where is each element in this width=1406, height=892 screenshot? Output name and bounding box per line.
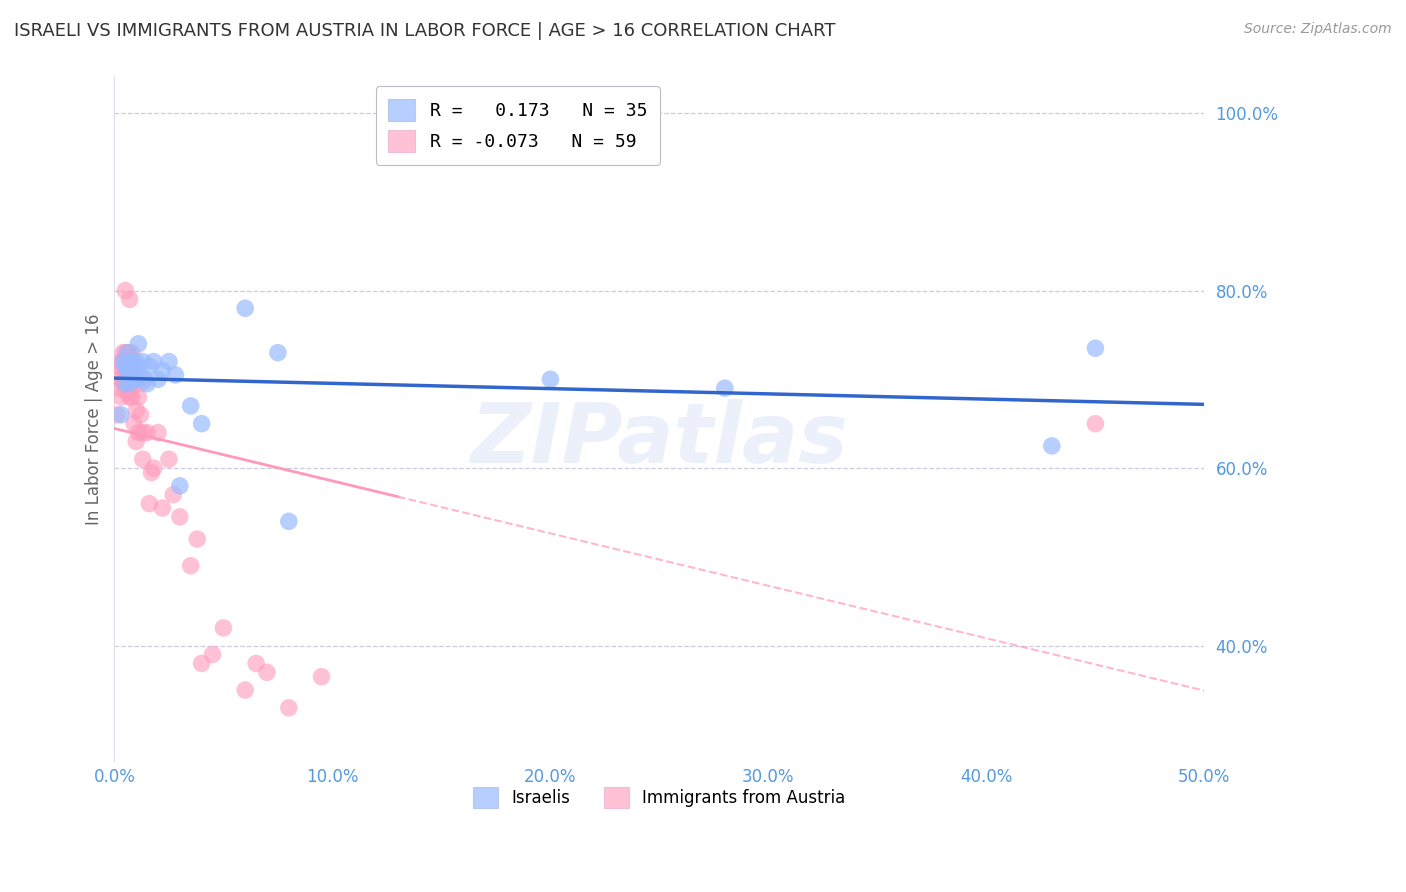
Point <box>132 425 155 440</box>
Point <box>157 452 180 467</box>
Point <box>141 466 163 480</box>
Point <box>134 372 156 386</box>
Text: ISRAELI VS IMMIGRANTS FROM AUSTRIA IN LABOR FORCE | AGE > 16 CORRELATION CHART: ISRAELI VS IMMIGRANTS FROM AUSTRIA IN LA… <box>14 22 835 40</box>
Point <box>277 514 299 528</box>
Point <box>121 390 143 404</box>
Point <box>118 376 141 391</box>
Point <box>117 345 139 359</box>
Point <box>162 488 184 502</box>
Point <box>122 417 145 431</box>
Point <box>117 345 139 359</box>
Point <box>233 683 256 698</box>
Point <box>538 372 561 386</box>
Point <box>142 354 165 368</box>
Point <box>127 336 149 351</box>
Point <box>125 434 148 449</box>
Point <box>112 376 135 391</box>
Y-axis label: In Labor Force | Age > 16: In Labor Force | Age > 16 <box>86 313 103 525</box>
Point <box>1084 417 1107 431</box>
Point <box>121 345 143 359</box>
Point <box>245 657 267 671</box>
Point <box>180 558 202 573</box>
Point <box>121 359 143 373</box>
Point <box>1084 341 1107 355</box>
Point <box>136 376 159 391</box>
Point <box>107 381 129 395</box>
Point <box>125 403 148 417</box>
Point <box>129 376 152 391</box>
Point <box>118 293 141 307</box>
Point <box>118 363 141 377</box>
Point <box>138 359 160 373</box>
Point <box>125 354 148 368</box>
Point <box>150 363 173 377</box>
Point <box>114 345 136 359</box>
Point <box>127 390 149 404</box>
Point <box>122 359 145 373</box>
Point <box>110 372 132 386</box>
Point <box>121 354 143 368</box>
Point <box>117 372 139 386</box>
Point <box>129 368 152 382</box>
Text: Source: ZipAtlas.com: Source: ZipAtlas.com <box>1244 22 1392 37</box>
Point <box>122 363 145 377</box>
Point <box>122 376 145 391</box>
Point <box>146 425 169 440</box>
Point <box>122 372 145 386</box>
Point <box>114 359 136 373</box>
Point <box>277 701 299 715</box>
Point <box>311 670 333 684</box>
Text: ZIPatlas: ZIPatlas <box>471 400 848 480</box>
Point <box>169 479 191 493</box>
Point <box>118 376 141 391</box>
Point <box>114 376 136 391</box>
Point <box>136 425 159 440</box>
Point <box>112 354 135 368</box>
Point <box>132 354 155 368</box>
Point <box>110 390 132 404</box>
Point <box>121 368 143 382</box>
Point <box>180 399 202 413</box>
Point <box>112 345 135 359</box>
Point <box>127 425 149 440</box>
Point <box>107 359 129 373</box>
Point <box>201 648 224 662</box>
Point <box>714 381 737 395</box>
Point <box>157 354 180 368</box>
Point <box>186 532 208 546</box>
Point <box>212 621 235 635</box>
Point <box>117 385 139 400</box>
Point <box>233 301 256 316</box>
Point <box>1040 439 1063 453</box>
Point <box>267 345 290 359</box>
Point <box>150 501 173 516</box>
Point <box>190 417 212 431</box>
Point <box>114 284 136 298</box>
Point <box>112 363 135 377</box>
Point <box>125 372 148 386</box>
Point <box>125 372 148 386</box>
Point <box>121 372 143 386</box>
Point <box>118 345 141 359</box>
Point <box>138 497 160 511</box>
Point <box>110 408 132 422</box>
Point <box>146 372 169 386</box>
Point <box>114 372 136 386</box>
Point <box>132 452 155 467</box>
Point <box>256 665 278 680</box>
Point <box>114 359 136 373</box>
Point <box>190 657 212 671</box>
Point <box>118 359 141 373</box>
Point <box>118 390 141 404</box>
Point <box>165 368 187 382</box>
Point <box>117 363 139 377</box>
Point <box>125 359 148 373</box>
Point <box>142 461 165 475</box>
Point <box>169 510 191 524</box>
Legend: Israelis, Immigrants from Austria: Israelis, Immigrants from Austria <box>467 780 852 814</box>
Point <box>110 354 132 368</box>
Point <box>129 408 152 422</box>
Point <box>117 363 139 377</box>
Point <box>105 408 128 422</box>
